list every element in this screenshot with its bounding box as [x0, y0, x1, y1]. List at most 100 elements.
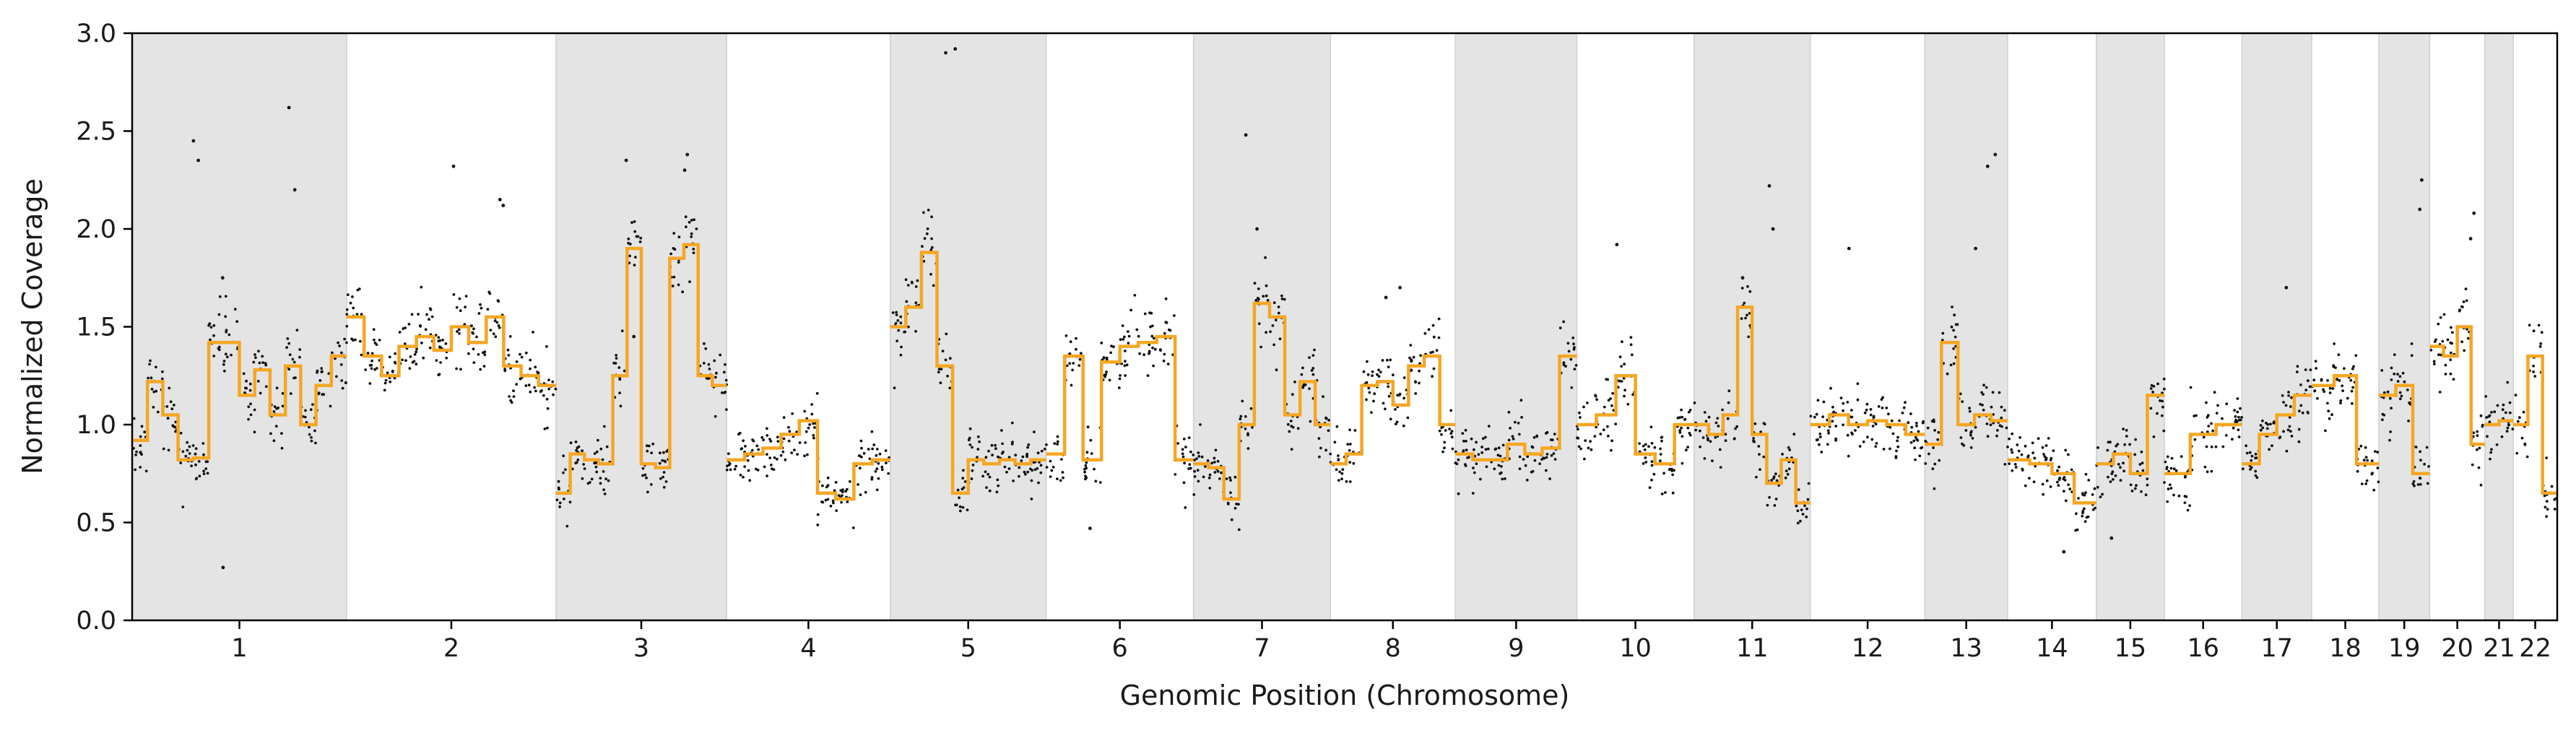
- coverage-point: [875, 467, 879, 471]
- coverage-point: [274, 425, 278, 428]
- coverage-point: [1629, 343, 1633, 347]
- coverage-point: [2418, 477, 2421, 480]
- coverage-point: [2477, 466, 2481, 469]
- coverage-point: [1620, 380, 1623, 383]
- coverage-point: [497, 324, 500, 327]
- coverage-point: [547, 387, 551, 391]
- coverage-point: [1174, 473, 1177, 476]
- coverage-point: [2205, 445, 2208, 448]
- coverage-point: [1001, 442, 1004, 446]
- coverage-point: [1606, 378, 1610, 381]
- coverage-point: [225, 329, 228, 332]
- x-tick-label-chr4: 4: [800, 634, 816, 663]
- chromosome-band-19: [2379, 33, 2430, 620]
- coverage-point: [939, 381, 942, 385]
- coverage-point: [1847, 454, 1850, 458]
- coverage-point: [1766, 503, 1769, 507]
- coverage-point: [1235, 503, 1238, 506]
- coverage-point: [840, 500, 843, 504]
- coverage-point: [1197, 480, 1200, 483]
- coverage-point: [1309, 420, 1312, 423]
- coverage-point: [1264, 256, 1267, 259]
- coverage-point: [1394, 408, 1397, 411]
- coverage-point: [2031, 441, 2034, 445]
- coverage-point: [1562, 320, 1566, 324]
- coverage-point: [2254, 469, 2258, 473]
- coverage-point: [2504, 411, 2507, 415]
- coverage-point: [2268, 448, 2271, 451]
- coverage-point: [1370, 411, 1373, 414]
- coverage-point: [2364, 482, 2368, 485]
- coverage-point: [875, 488, 879, 492]
- coverage-point: [224, 352, 227, 356]
- coverage-point: [1858, 445, 1862, 448]
- coverage-point: [217, 313, 221, 316]
- coverage-point: [1337, 454, 1340, 457]
- coverage-point: [1699, 429, 1701, 433]
- coverage-point: [805, 430, 808, 433]
- coverage-point: [384, 378, 388, 382]
- coverage-point: [444, 342, 448, 345]
- coverage-point: [1193, 459, 1196, 461]
- coverage-point: [289, 392, 292, 395]
- segment-line-chr6: [1046, 334, 1194, 462]
- coverage-point: [988, 489, 992, 493]
- coverage-point: [2493, 410, 2497, 414]
- coverage-point: [1039, 471, 1043, 474]
- coverage-point: [184, 454, 188, 458]
- coverage-point: [224, 295, 227, 298]
- coverage-point: [1237, 528, 1241, 532]
- coverage-point: [1050, 469, 1054, 472]
- coverage-point: [350, 337, 353, 341]
- coverage-point: [1163, 352, 1166, 356]
- coverage-point: [1112, 345, 1115, 349]
- segment-line-chr1: [132, 340, 347, 462]
- coverage-point: [1707, 438, 1709, 442]
- outlier-point: [1767, 184, 1771, 188]
- coverage-point: [2096, 485, 2099, 489]
- coverage-point: [1786, 472, 1790, 476]
- coverage-point: [723, 391, 726, 394]
- coverage-point: [739, 473, 742, 477]
- coverage-point: [690, 232, 693, 235]
- coverage-point: [899, 315, 903, 318]
- coverage-point: [1024, 472, 1027, 476]
- coverage-point: [2545, 500, 2549, 503]
- coverage-point: [2511, 428, 2515, 430]
- coverage-point: [2518, 416, 2521, 419]
- coverage-point: [1018, 474, 1020, 478]
- coverage-point: [2489, 457, 2492, 461]
- coverage-point: [834, 481, 838, 484]
- coverage-point: [2289, 430, 2292, 433]
- coverage-point: [2515, 451, 2519, 455]
- coverage-point: [2471, 463, 2474, 467]
- coverage-point: [1610, 439, 1614, 443]
- coverage-point: [872, 443, 876, 446]
- coverage-point: [383, 389, 386, 392]
- coverage-point: [543, 428, 547, 430]
- coverage-point: [2235, 420, 2239, 424]
- coverage-point: [1774, 498, 1778, 500]
- coverage-point: [734, 464, 737, 468]
- coverage-point: [2377, 480, 2380, 484]
- coverage-point: [1056, 443, 1059, 446]
- coverage-point: [880, 468, 884, 472]
- coverage-point: [1280, 298, 1284, 300]
- coverage-point: [1296, 427, 1300, 430]
- coverage-point: [1959, 392, 1962, 396]
- coverage-point: [2351, 386, 2355, 389]
- coverage-point: [583, 467, 586, 470]
- coverage-point: [2400, 394, 2403, 398]
- coverage-point: [2254, 452, 2258, 456]
- coverage-point: [1457, 458, 1460, 461]
- coverage-point: [1335, 425, 1339, 428]
- coverage-point: [702, 362, 706, 365]
- x-tick-label-chr2: 2: [443, 634, 459, 663]
- coverage-point: [893, 386, 896, 389]
- coverage-point: [877, 461, 880, 465]
- segment-line-chr19: [2379, 383, 2430, 476]
- coverage-point: [472, 327, 475, 331]
- coverage-point: [458, 297, 461, 300]
- coverage-point: [1851, 433, 1854, 436]
- coverage-point: [929, 272, 932, 276]
